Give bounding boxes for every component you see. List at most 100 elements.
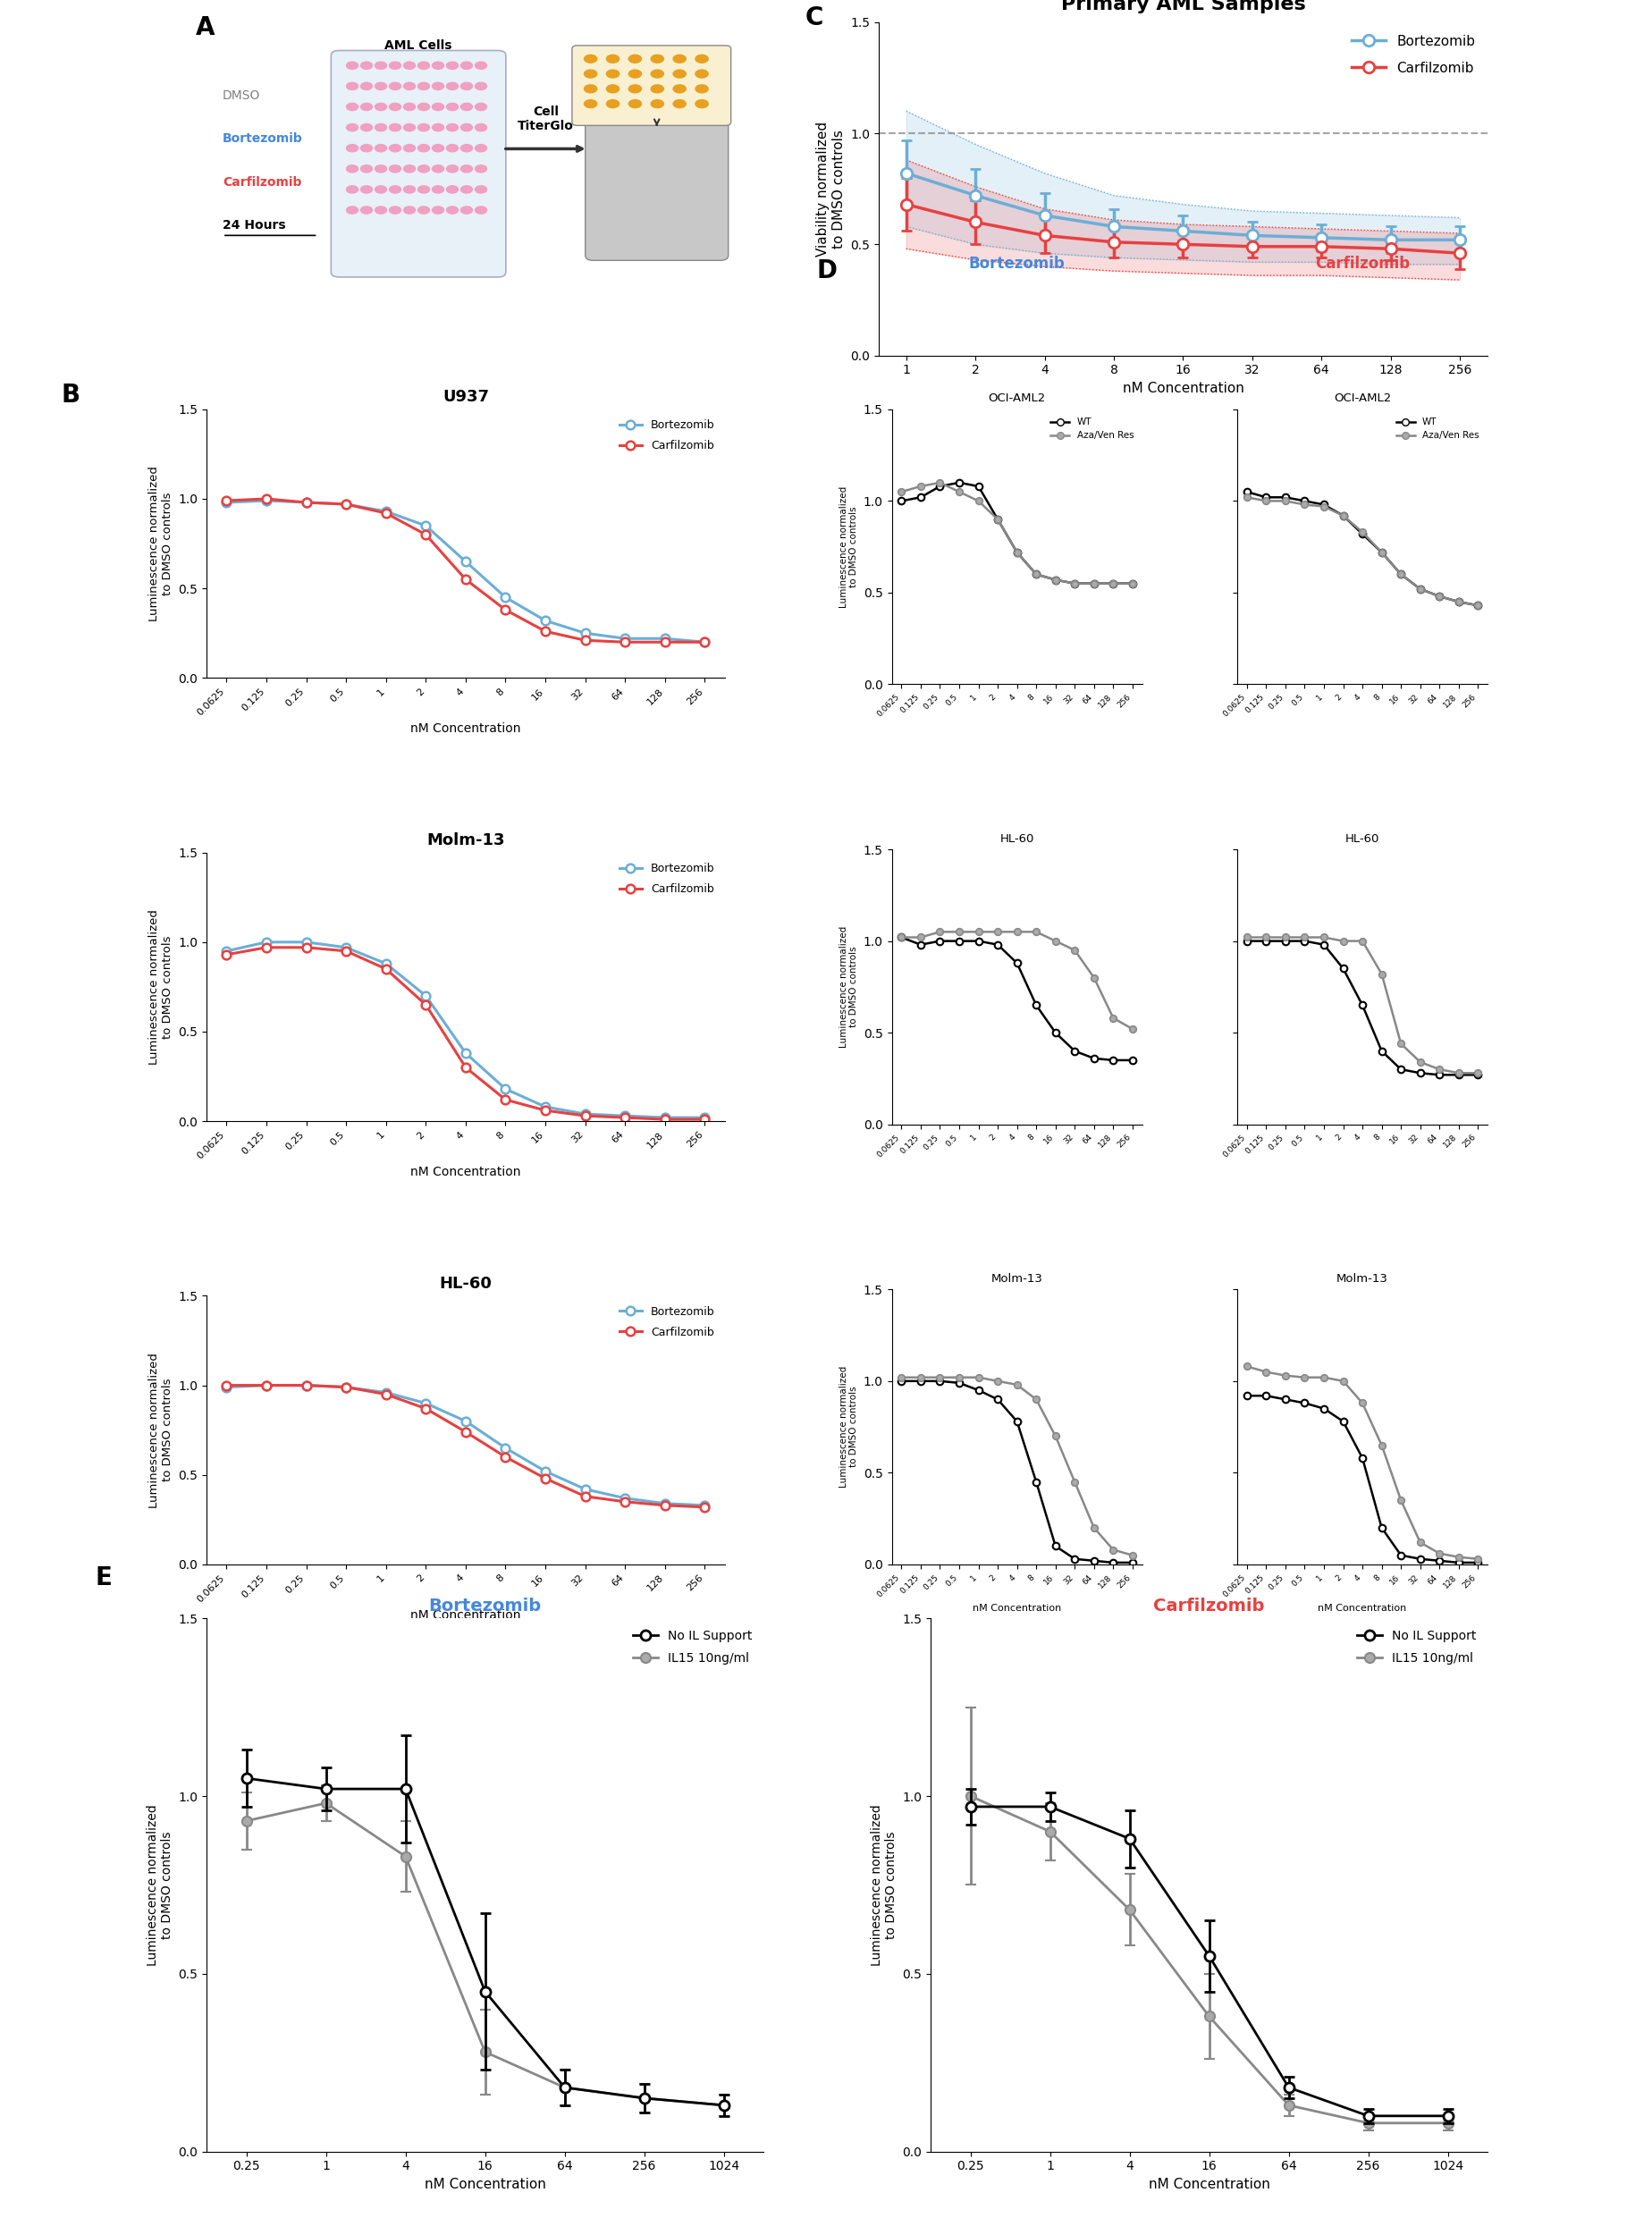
- Bortezomib: [416, 1391, 436, 1417]
- Bortezomib: [416, 983, 436, 1009]
- Circle shape: [375, 82, 387, 89]
- Aza/Ven Res: [1351, 1391, 1371, 1417]
- WT: [1429, 1548, 1449, 1575]
- Aza/Ven Res: [1122, 1542, 1142, 1568]
- FancyBboxPatch shape: [572, 47, 730, 126]
- Carfilzomib: [615, 1488, 634, 1515]
- Title: Molm-13: Molm-13: [426, 832, 504, 849]
- Circle shape: [695, 84, 707, 93]
- WT: [948, 927, 968, 954]
- WT: [1026, 1468, 1046, 1495]
- Aza/Ven Res: [1313, 1364, 1333, 1391]
- Bortezomib: [496, 583, 515, 610]
- Circle shape: [583, 55, 596, 62]
- Title: OCI-AML2: OCI-AML2: [1333, 393, 1391, 404]
- Circle shape: [375, 62, 387, 69]
- Aza/Ven Res: [1333, 927, 1353, 954]
- Carfilzomib: [216, 488, 236, 515]
- Aza/Ven Res: [1351, 927, 1371, 954]
- Line: Aza/Ven Res: Aza/Ven Res: [897, 479, 1135, 588]
- WT: [988, 932, 1008, 958]
- Carfilzomib: [535, 1098, 555, 1125]
- WT: [1104, 1047, 1123, 1074]
- Circle shape: [474, 164, 486, 173]
- Y-axis label: Viability normalized
to DMSO controls: Viability normalized to DMSO controls: [816, 122, 844, 257]
- WT: [1046, 1533, 1066, 1559]
- Aza/Ven Res: [1026, 1386, 1046, 1413]
- Bortezomib: [377, 949, 396, 976]
- Bortezomib: [296, 929, 316, 956]
- Carfilzomib: [575, 1484, 595, 1510]
- Circle shape: [628, 55, 641, 62]
- Circle shape: [390, 124, 401, 131]
- Circle shape: [672, 69, 686, 78]
- Bortezomib: [296, 1373, 316, 1400]
- Carfilzomib: [216, 940, 236, 967]
- X-axis label: nM Concentration: nM Concentration: [1317, 1604, 1406, 1612]
- Circle shape: [606, 69, 620, 78]
- Circle shape: [431, 164, 444, 173]
- Carfilzomib: [654, 628, 674, 654]
- Bortezomib: [216, 938, 236, 965]
- Circle shape: [347, 186, 358, 193]
- Aza/Ven Res: [1351, 519, 1371, 546]
- Line: WT: WT: [897, 479, 1135, 588]
- WT: [1064, 1038, 1084, 1065]
- Carfilzomib: [335, 490, 355, 517]
- Circle shape: [431, 62, 444, 69]
- Bortezomib: [456, 1408, 476, 1435]
- Circle shape: [418, 62, 430, 69]
- WT: [948, 1369, 968, 1395]
- Circle shape: [628, 100, 641, 109]
- Circle shape: [403, 124, 415, 131]
- Circle shape: [474, 144, 486, 151]
- WT: [1275, 927, 1295, 954]
- Aza/Ven Res: [930, 1364, 950, 1391]
- Circle shape: [695, 55, 707, 62]
- Line: Aza/Ven Res: Aza/Ven Res: [1242, 934, 1480, 1076]
- Title: HL-60: HL-60: [999, 834, 1034, 845]
- Circle shape: [360, 82, 372, 89]
- Text: Bortezomib: Bortezomib: [968, 255, 1064, 273]
- Circle shape: [461, 104, 472, 111]
- WT: [1046, 1020, 1066, 1047]
- X-axis label: nM Concentration: nM Concentration: [410, 1608, 520, 1621]
- Carfilzomib: [335, 1373, 355, 1400]
- Circle shape: [403, 144, 415, 151]
- Circle shape: [628, 69, 641, 78]
- FancyBboxPatch shape: [585, 58, 729, 260]
- Circle shape: [360, 164, 372, 173]
- WT: [1351, 1444, 1371, 1471]
- Aza/Ven Res: [1371, 539, 1391, 566]
- Bortezomib: [575, 1475, 595, 1502]
- Circle shape: [474, 104, 486, 111]
- Aza/Ven Res: [1026, 918, 1046, 945]
- Carfilzomib: [496, 1444, 515, 1471]
- Carfilzomib: [575, 1102, 595, 1129]
- WT: [890, 1369, 910, 1395]
- Circle shape: [431, 186, 444, 193]
- Circle shape: [606, 55, 620, 62]
- Text: E: E: [96, 1566, 112, 1590]
- Circle shape: [390, 164, 401, 173]
- Circle shape: [651, 55, 664, 62]
- Aza/Ven Res: [1084, 570, 1104, 597]
- Circle shape: [418, 104, 430, 111]
- Aza/Ven Res: [1391, 1031, 1411, 1058]
- Carfilzomib: [694, 628, 714, 654]
- X-axis label: nM Concentration: nM Concentration: [410, 723, 520, 734]
- Bortezomib: [256, 929, 276, 956]
- Aza/Ven Res: [1236, 484, 1256, 510]
- Y-axis label: Luminescence normalized
to DMSO controls: Luminescence normalized to DMSO controls: [839, 1366, 857, 1488]
- Circle shape: [695, 100, 707, 109]
- WT: [1371, 539, 1391, 566]
- Line: Carfilzomib: Carfilzomib: [221, 943, 709, 1125]
- WT: [1006, 949, 1026, 976]
- Circle shape: [375, 124, 387, 131]
- WT: [890, 925, 910, 952]
- Aza/Ven Res: [1064, 570, 1084, 597]
- WT: [1351, 991, 1371, 1018]
- Circle shape: [347, 62, 358, 69]
- Bortezomib: [694, 1105, 714, 1131]
- Circle shape: [695, 69, 707, 78]
